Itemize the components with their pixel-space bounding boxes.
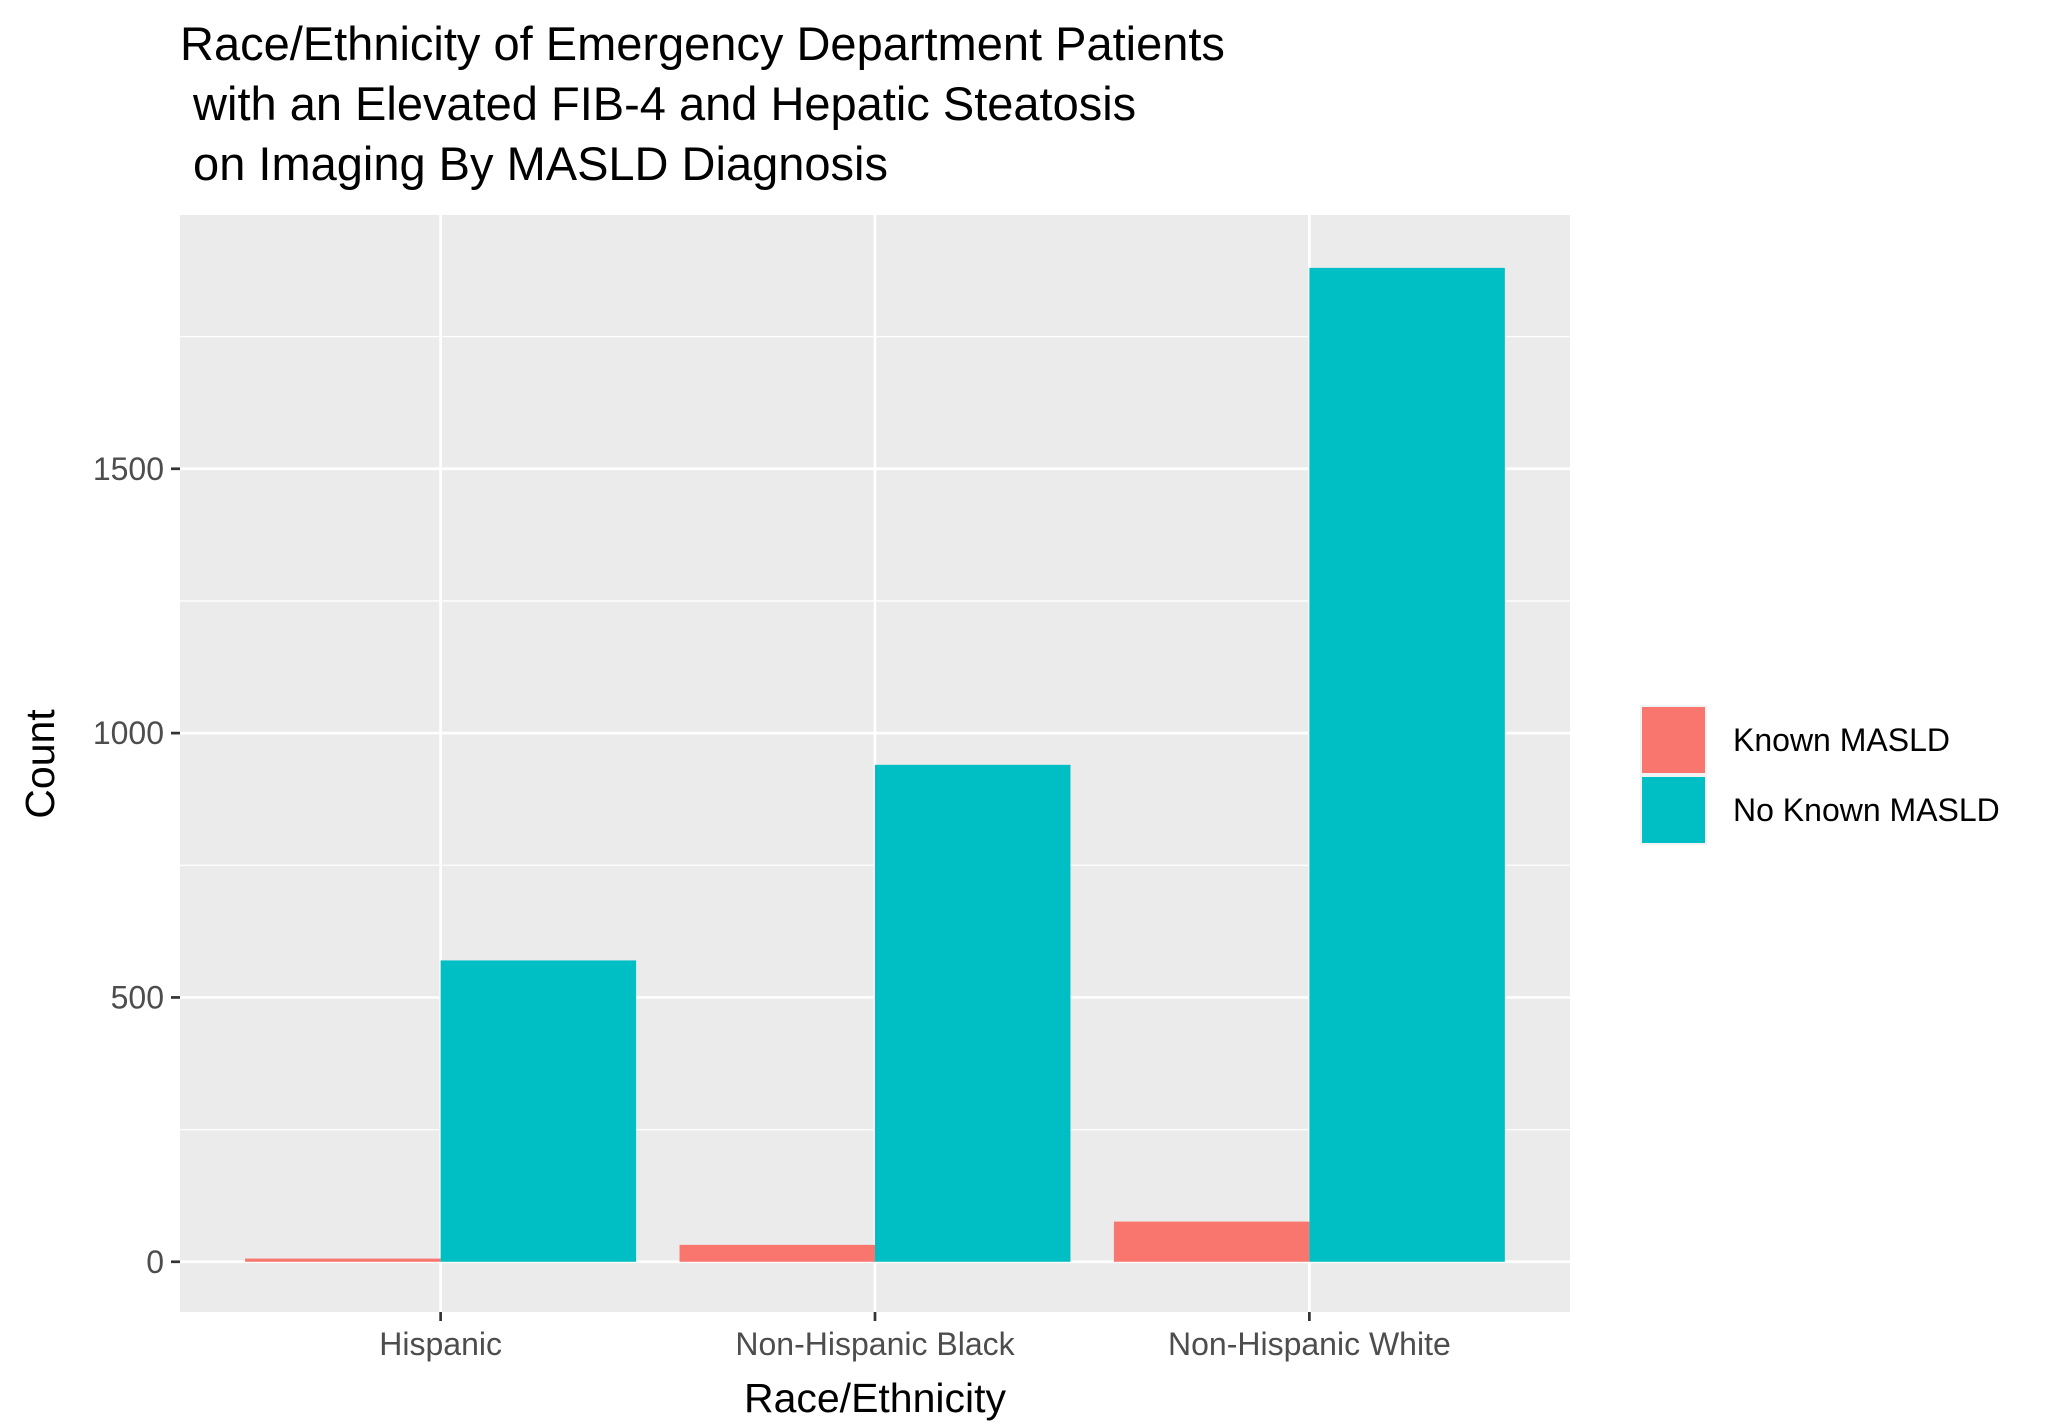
legend-label: No Known MASLD — [1733, 792, 2000, 828]
x-tick-label: Non-Hispanic White — [1168, 1326, 1451, 1362]
x-axis-title: Race/Ethnicity — [744, 1375, 1007, 1421]
legend-key-swatch — [1642, 707, 1705, 773]
y-tick-label: 1500 — [93, 451, 164, 487]
legend-label: Known MASLD — [1733, 722, 1950, 758]
title-line-2: with an Elevated FIB-4 and Hepatic Steat… — [180, 77, 1136, 130]
chart-title: Race/Ethnicity of Emergency Department P… — [180, 17, 1225, 190]
x-axis: Hispanic Non-Hispanic Black Non-Hispanic W… — [379, 1312, 1451, 1362]
title-line-1: Race/Ethnicity of Emergency Department P… — [180, 17, 1225, 70]
y-axis: 0 500 1000 1500 — [93, 451, 180, 1280]
bar-known-masld-hispanic — [245, 1258, 441, 1262]
bar-known-masld-non-hispanic-black — [679, 1244, 875, 1262]
legend-key-swatch — [1642, 777, 1705, 843]
bar-no-known-masld-hispanic — [440, 960, 637, 1262]
x-tick-label: Non-Hispanic Black — [735, 1326, 1015, 1362]
y-tick-label: 500 — [111, 979, 164, 1015]
bar-no-known-masld-non-hispanic-black — [875, 764, 1071, 1262]
y-tick-label: 1000 — [93, 715, 164, 751]
y-axis-title: Count — [17, 709, 63, 819]
bar-known-masld-non-hispanic-white — [1113, 1221, 1310, 1262]
y-tick-label: 0 — [146, 1244, 164, 1280]
bars — [245, 267, 1505, 1262]
title-line-3: on Imaging By MASLD Diagnosis — [180, 137, 888, 190]
legend: Known MASLD No Known MASLD — [1640, 705, 2000, 845]
x-tick-label: Hispanic — [379, 1326, 502, 1362]
bar-no-known-masld-non-hispanic-white — [1309, 267, 1505, 1262]
